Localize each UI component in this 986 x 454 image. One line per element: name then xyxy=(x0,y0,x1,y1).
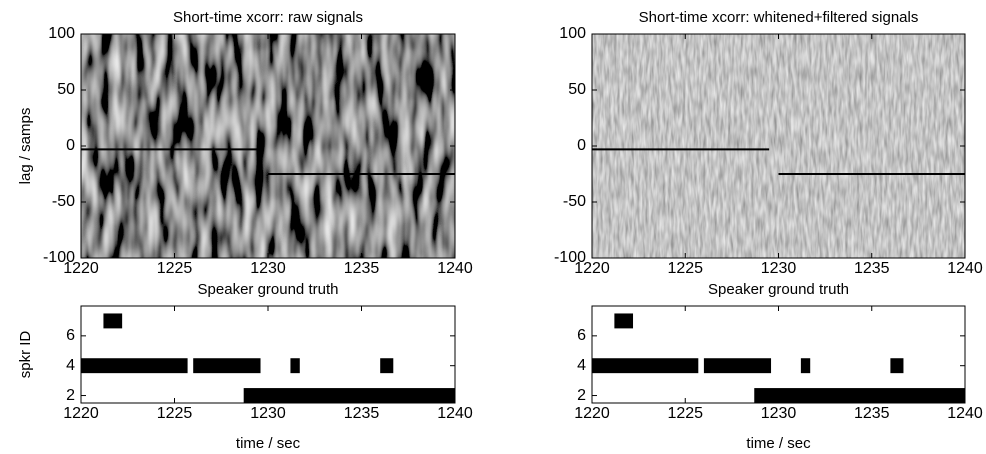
heatmap-image xyxy=(592,34,965,258)
y-tick-label: 4 xyxy=(66,357,75,374)
heatmap-image xyxy=(81,34,455,258)
x-tick-label: 1220 xyxy=(63,260,99,277)
y-tick-label: 2 xyxy=(577,387,586,404)
subplot: 1220 1225 1230 1235 1240 -100 -50 0 50 100 Short-t… xyxy=(554,9,983,277)
subplot-title: Speaker ground truth xyxy=(708,281,849,298)
subplot-title: Short-time xcorr: whitened+filtered sign… xyxy=(639,9,919,26)
speaker-segment xyxy=(81,358,188,374)
subplot: 1220 1225 1230 1235 1240 2 4 6 Speaker ground tr… xyxy=(17,281,473,452)
y-tick-label: 4 xyxy=(577,357,586,374)
speaker-segment xyxy=(592,358,699,374)
x-tick-label: 1230 xyxy=(761,405,797,422)
y-tick-label: 2 xyxy=(66,387,75,404)
x-tick-label: 1235 xyxy=(344,405,380,422)
speaker-segment xyxy=(243,388,455,403)
subplot: 1220 1225 1230 1235 1240 2 4 6 Speaker ground tr… xyxy=(574,281,983,452)
speaker-segment xyxy=(614,313,634,329)
x-tick-label: 1225 xyxy=(157,260,193,277)
x-tick-label: 1225 xyxy=(157,405,193,422)
subplot: 1220 1225 1230 1235 1240 -100 -50 0 50 100 Short-t… xyxy=(17,9,473,277)
y-tick-label: 0 xyxy=(577,137,586,154)
speaker-segment xyxy=(103,313,123,329)
y-tick-label: -100 xyxy=(554,249,586,266)
speaker-segment xyxy=(290,358,300,374)
x-tick-label: 1220 xyxy=(574,405,610,422)
x-tick-label: 1225 xyxy=(667,260,703,277)
y-tick-label: -50 xyxy=(52,193,75,210)
y-tick-label: 100 xyxy=(559,25,586,42)
x-tick-label: 1230 xyxy=(250,260,286,277)
x-tick-label: 1240 xyxy=(437,405,473,422)
x-tick-label: 1220 xyxy=(63,405,99,422)
x-axis-label: time / sec xyxy=(746,435,811,452)
speaker-segment xyxy=(193,358,261,374)
y-tick-label: 0 xyxy=(66,137,75,154)
y-tick-label: -100 xyxy=(43,249,75,266)
x-axis-label: time / sec xyxy=(236,435,301,452)
speaker-segment xyxy=(703,358,772,374)
y-tick-label: 6 xyxy=(577,327,586,344)
y-axis-label: spkr ID xyxy=(17,331,34,379)
subplot-title: Speaker ground truth xyxy=(198,281,339,298)
speaker-segment xyxy=(380,358,394,374)
x-tick-label: 1220 xyxy=(574,260,610,277)
x-tick-label: 1230 xyxy=(250,405,286,422)
speaker-segment xyxy=(754,388,965,403)
x-tick-label: 1240 xyxy=(947,405,983,422)
x-tick-label: 1230 xyxy=(761,260,797,277)
x-tick-label: 1235 xyxy=(854,260,890,277)
x-tick-label: 1240 xyxy=(437,260,473,277)
x-tick-label: 1240 xyxy=(947,260,983,277)
y-tick-label: 50 xyxy=(57,81,75,98)
y-tick-label: 6 xyxy=(66,327,75,344)
x-tick-label: 1235 xyxy=(854,405,890,422)
y-tick-label: 100 xyxy=(48,25,75,42)
lag-track xyxy=(81,148,455,175)
subplot-title: Short-time xcorr: raw signals xyxy=(173,9,363,26)
x-tick-label: 1225 xyxy=(667,405,703,422)
speaker-segment xyxy=(890,358,904,374)
y-axis-label: lag / samps xyxy=(17,108,34,185)
speaker-segment xyxy=(800,358,811,374)
x-tick-label: 1235 xyxy=(344,260,380,277)
lag-track xyxy=(592,148,965,175)
y-tick-label: 50 xyxy=(568,81,586,98)
y-tick-label: -50 xyxy=(563,193,586,210)
